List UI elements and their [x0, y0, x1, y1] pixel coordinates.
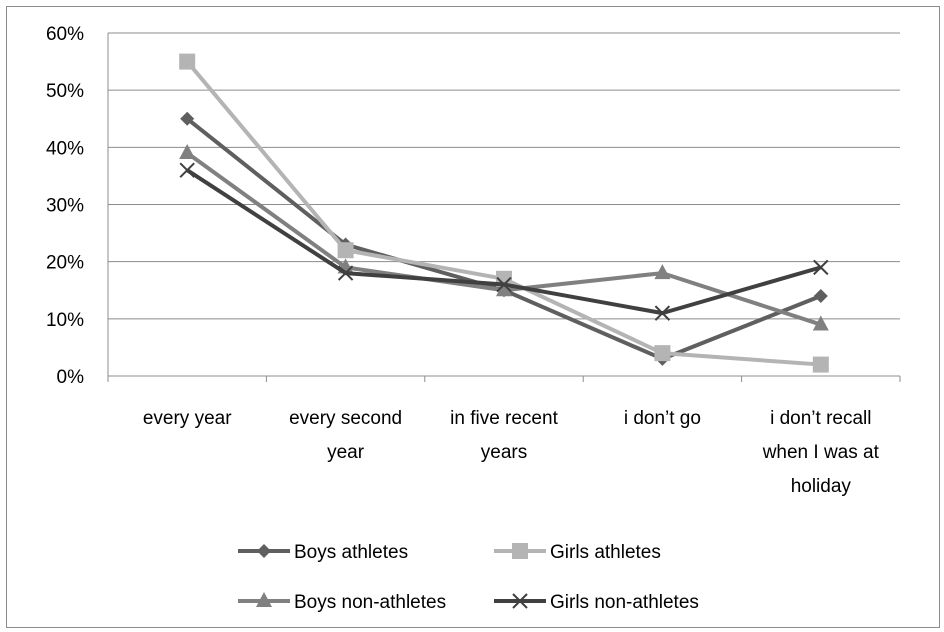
y-axis-ticks: 0% 10% 20% 30% 40% 50% 60% — [46, 24, 84, 388]
square-marker — [654, 345, 671, 362]
x-marker-stroke — [512, 593, 528, 609]
legend-label: Boys athletes — [294, 542, 408, 563]
y-tick-label: 60% — [46, 24, 84, 45]
series-line — [185, 117, 822, 361]
x-category-label: years — [481, 442, 527, 463]
x-category-label: when I was at — [762, 442, 880, 463]
diamond-marker — [813, 288, 828, 303]
triangle-marker — [179, 144, 196, 160]
x-marker — [654, 305, 671, 321]
gridlines — [108, 32, 900, 377]
legend-item: Girls non-athletes — [494, 592, 699, 613]
series-boys-non-athletes — [179, 144, 829, 331]
square-marker — [812, 356, 829, 373]
x-category-label: every year — [143, 408, 232, 429]
square-marker — [512, 543, 528, 559]
legend-item: Girls athletes — [494, 542, 661, 563]
triangle-marker — [256, 592, 272, 607]
x-marker-stroke — [179, 162, 195, 178]
y-tick-label: 30% — [46, 196, 84, 217]
legend-item: Boys athletes — [238, 542, 408, 563]
x-marker-stroke — [654, 305, 671, 321]
y-tick-label: 40% — [46, 138, 84, 159]
y-tick-label: 20% — [46, 253, 84, 274]
x-category-label: i don’t go — [624, 408, 701, 429]
diamond-marker — [257, 544, 271, 558]
series-line — [186, 151, 822, 327]
chart-area — [6, 6, 940, 628]
x-marker — [813, 259, 829, 276]
legend-item: Boys non-athletes — [238, 592, 446, 613]
legend: Boys athletes Girls athletes Boys non-athl… — [238, 542, 699, 613]
x-marker — [512, 593, 528, 609]
x-axis — [107, 33, 901, 382]
x-marker — [337, 265, 354, 281]
y-tick-label: 10% — [46, 310, 84, 331]
triangle-marker — [654, 264, 671, 280]
series-boys-athletes — [180, 111, 828, 366]
x-marker-stroke — [813, 259, 829, 276]
x-category-label: i don’t recall — [770, 408, 871, 429]
x-marker — [496, 276, 512, 293]
y-tick-label: 50% — [46, 81, 84, 102]
x-category-label: in five recent — [450, 408, 558, 429]
series-girls-non-athletes — [179, 162, 829, 321]
diamond-marker — [180, 111, 195, 126]
triangle-marker — [496, 281, 512, 297]
y-tick-label: 0% — [57, 367, 85, 388]
square-marker — [337, 242, 354, 259]
x-axis-categories: every year every second year in five recent… — [143, 408, 880, 497]
series-group — [179, 53, 829, 373]
triangle-marker — [812, 315, 829, 331]
series-girls-athletes — [179, 53, 829, 373]
x-category-label: holiday — [791, 476, 852, 497]
x-marker — [179, 162, 195, 178]
x-marker-stroke — [337, 265, 354, 281]
legend-label: Girls athletes — [550, 542, 661, 563]
square-marker — [179, 53, 196, 70]
legend-label: Girls non-athletes — [550, 592, 699, 613]
x-category-label: year — [327, 442, 365, 463]
legend-label: Boys non-athletes — [294, 592, 446, 613]
x-marker-stroke — [496, 276, 512, 293]
x-category-label: every second — [289, 408, 402, 429]
